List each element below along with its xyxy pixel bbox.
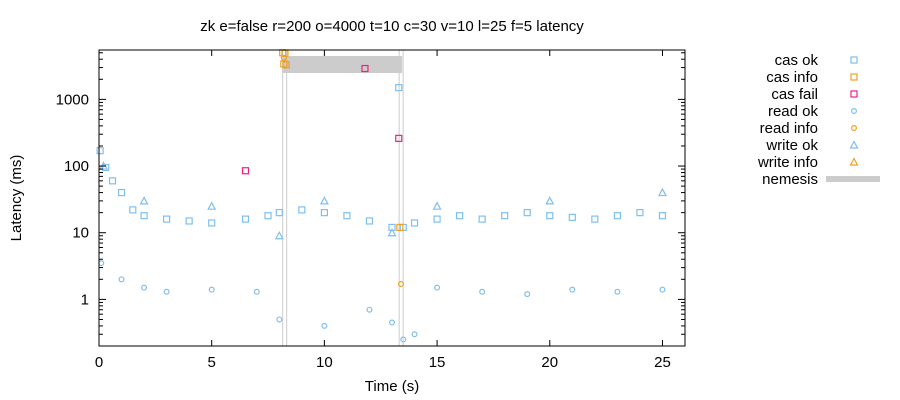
legend-swatch-cas-ok bbox=[850, 56, 858, 64]
write-ok-point bbox=[387, 227, 397, 237]
cas-ok-point bbox=[140, 212, 148, 220]
legend-swatch-cas-fail bbox=[850, 90, 858, 98]
legend-label: nemesis bbox=[762, 171, 818, 188]
legend-label: cas ok bbox=[775, 52, 819, 69]
read-ok-point bbox=[479, 288, 486, 295]
cas-ok-point bbox=[108, 177, 117, 185]
x-axis-label: Time (s) bbox=[365, 378, 419, 395]
legend-swatch-read-info bbox=[850, 124, 857, 131]
legend-swatch-nemesis bbox=[826, 176, 880, 182]
x-tick-label: 20 bbox=[541, 354, 558, 371]
plot-frame bbox=[98, 49, 686, 347]
read-ok-point bbox=[321, 322, 328, 329]
write-ok-point bbox=[432, 201, 442, 210]
cas-ok-point bbox=[365, 217, 374, 225]
cas-fail-point bbox=[241, 167, 250, 175]
cas-ok-point bbox=[320, 209, 328, 217]
cas-ok-point bbox=[546, 212, 554, 220]
cas-ok-point bbox=[568, 213, 576, 221]
cas-ok-point bbox=[636, 209, 644, 217]
legend-label: cas fail bbox=[771, 86, 818, 103]
read-ok-point bbox=[400, 336, 407, 343]
read-ok-point bbox=[366, 306, 373, 313]
x-tick-label: 5 bbox=[208, 354, 216, 371]
read-ok-point bbox=[411, 331, 418, 338]
cas-fail-point bbox=[395, 134, 403, 142]
cas-ok-point bbox=[613, 212, 621, 220]
points-layer bbox=[96, 49, 667, 343]
cas-ok-point bbox=[501, 212, 509, 220]
cas-ok-point bbox=[163, 215, 171, 223]
cas-ok-point bbox=[275, 209, 283, 217]
x-tick-label: 10 bbox=[316, 354, 333, 371]
cas-info-point bbox=[280, 60, 288, 68]
read-ok-point bbox=[98, 260, 105, 267]
write-ok-point bbox=[545, 196, 555, 205]
read-ok-point bbox=[141, 284, 148, 291]
nemesis-band bbox=[282, 56, 403, 73]
cas-ok-point bbox=[591, 215, 599, 223]
write-ok-point bbox=[139, 196, 149, 205]
nemesis-layer bbox=[282, 50, 404, 346]
cas-ok-point bbox=[456, 212, 464, 220]
cas-ok-point bbox=[264, 212, 272, 220]
cas-ok-point bbox=[102, 163, 110, 172]
cas-ok-point bbox=[433, 215, 441, 223]
legend-swatch-write-info bbox=[849, 157, 859, 166]
read-ok-point bbox=[118, 276, 125, 283]
chart-title: zk e=false r=200 o=4000 t=10 c=30 v=10 l… bbox=[200, 18, 584, 35]
read-ok-point bbox=[389, 319, 396, 326]
cas-ok-point bbox=[241, 215, 250, 223]
cas-ok-point bbox=[523, 209, 531, 217]
cas-ok-point bbox=[410, 219, 419, 227]
cas-ok-point bbox=[117, 188, 126, 197]
read-info-point bbox=[280, 54, 287, 61]
y-tick-label: 1000 bbox=[56, 91, 89, 108]
y-tick-label: 100 bbox=[64, 158, 89, 175]
cas-info-point bbox=[282, 61, 290, 69]
read-ok-point bbox=[569, 286, 576, 293]
read-ok-point bbox=[434, 284, 441, 291]
read-ok-point bbox=[659, 286, 666, 293]
write-ok-point bbox=[319, 196, 329, 205]
cas-ok-point bbox=[298, 206, 306, 214]
y-tick-label: 10 bbox=[72, 225, 89, 242]
legend-label: read info bbox=[760, 120, 818, 137]
read-ok-point bbox=[253, 288, 260, 295]
read-ok-point bbox=[208, 286, 215, 293]
read-ok-point bbox=[276, 316, 283, 323]
cas-ok-point bbox=[343, 212, 351, 220]
write-ok-point bbox=[274, 231, 284, 240]
cas-ok-point bbox=[129, 206, 137, 214]
legend-swatch-read-ok bbox=[850, 107, 857, 114]
x-tick-label: 0 bbox=[95, 354, 103, 371]
cas-ok-point bbox=[395, 84, 403, 92]
x-tick-label: 15 bbox=[429, 354, 446, 371]
read-info-point bbox=[398, 281, 405, 288]
cas-info-point bbox=[396, 223, 404, 232]
cas-ok-point bbox=[478, 215, 486, 223]
legend-label: read ok bbox=[768, 103, 819, 120]
legend-label: write ok bbox=[765, 137, 818, 154]
cas-ok-point bbox=[208, 219, 216, 227]
read-ok-point bbox=[614, 288, 621, 295]
legend-swatch-cas-info bbox=[850, 73, 858, 81]
read-ok-point bbox=[524, 291, 531, 298]
cas-fail-point bbox=[361, 64, 369, 73]
cas-ok-point bbox=[185, 217, 193, 225]
legend-label: write info bbox=[757, 154, 818, 171]
y-axis-label: Latency (ms) bbox=[8, 155, 25, 242]
read-ok-point bbox=[163, 288, 170, 295]
write-ok-point bbox=[207, 201, 217, 210]
cas-ok-point bbox=[96, 147, 104, 155]
ticks-layer: 0 5 10 15 20 25 1 10 100 1000 bbox=[56, 50, 685, 371]
x-tick-label: 25 bbox=[654, 354, 671, 371]
cas-ok-point bbox=[658, 212, 667, 220]
y-tick-label: 1 bbox=[81, 291, 89, 308]
legend-swatch-write-ok bbox=[849, 140, 859, 149]
legend-label: cas info bbox=[766, 69, 818, 86]
write-ok-point bbox=[657, 187, 667, 197]
